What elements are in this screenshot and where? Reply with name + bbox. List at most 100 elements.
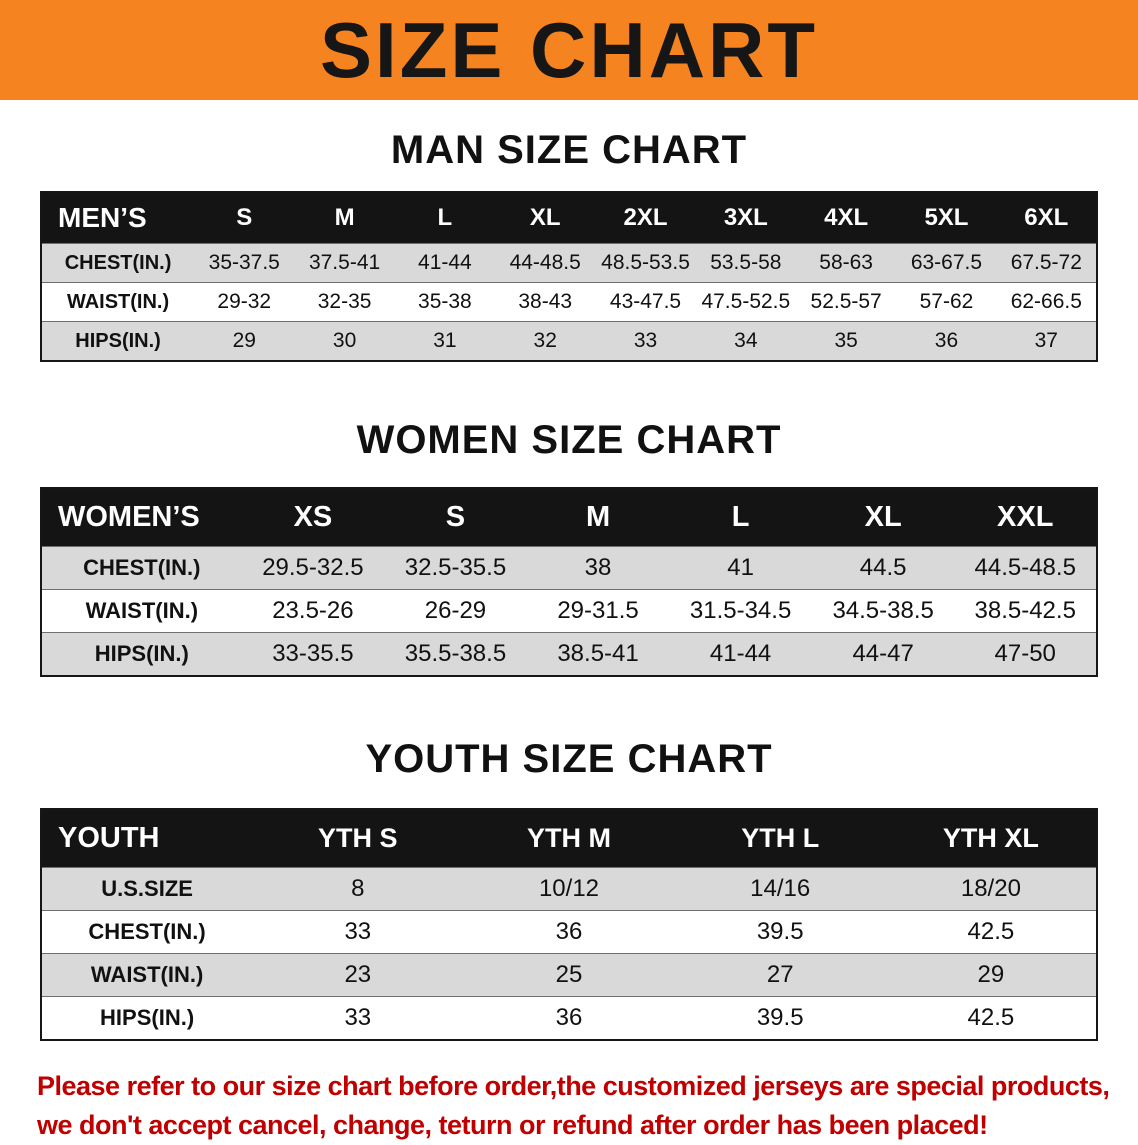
data-cell: 42.5 [967, 918, 1015, 945]
column-header: M [585, 501, 611, 533]
data-cell: 41 [727, 554, 754, 581]
data-cell: 52.5-57 [810, 290, 882, 313]
data-cell: 33 [344, 918, 372, 945]
youth-section-heading: YOUTH SIZE CHART [365, 737, 773, 781]
data-cell: 43-47.5 [609, 290, 682, 313]
note-line-1: Please refer to our size chart before or… [37, 1071, 1110, 1101]
table-row: WAIST(IN.) 29-32 32-35 35-38 38-43 43-47… [41, 282, 1097, 322]
table-row: HIPS(IN.) 33-35.5 35.5-38.5 38.5-41 41-4… [41, 632, 1097, 676]
column-header: YTH L [741, 823, 820, 853]
data-cell: 37 [1034, 329, 1058, 352]
data-cell: 33-35.5 [272, 640, 354, 667]
data-cell: 23 [344, 961, 372, 988]
data-cell: 29 [232, 329, 256, 352]
note-line-2: we don't accept cancel, change, teturn o… [37, 1110, 988, 1141]
column-header: XL [864, 501, 902, 533]
table-row: CHEST(IN.) 29.5-32.5 32.5-35.5 38 41 44.… [41, 546, 1097, 590]
column-header: YTH S [318, 823, 398, 853]
data-cell: 58-63 [819, 251, 873, 274]
size-chart-banner: SIZE CHART [0, 0, 1138, 100]
data-cell: 33 [633, 329, 658, 352]
data-cell: 67.5-72 [1010, 251, 1082, 274]
youth-size-table: YOUTH YTH S YTH M YTH L YTH XL U.S.SIZE … [40, 808, 1098, 1041]
data-cell: 39.5 [756, 1004, 804, 1031]
data-cell: 29 [977, 961, 1005, 988]
data-cell: 34 [734, 329, 758, 352]
data-cell: 29.5-32.5 [262, 554, 364, 581]
men-size-table: MEN’S S M L XL 2XL 3XL 4XL 5XL 6XL CHEST… [40, 191, 1098, 362]
table-row: U.S.SIZE 8 10/12 14/16 18/20 [41, 867, 1097, 911]
table-corner-label: YOUTH [58, 822, 160, 854]
table-corner-label: WOMEN’S [58, 501, 200, 533]
column-header: L [731, 501, 750, 533]
data-cell: 26-29 [424, 597, 487, 624]
column-header: XXL [997, 501, 1054, 533]
data-cell: 29-31.5 [557, 597, 639, 624]
youth-table-header-row: YOUTH YTH S YTH M YTH L YTH XL [41, 809, 1097, 868]
data-cell: 42.5 [967, 1004, 1015, 1031]
data-cell: 18/20 [960, 875, 1021, 902]
data-cell: 53.5-58 [710, 251, 782, 274]
data-cell: 27 [766, 961, 794, 988]
data-cell: 30 [332, 329, 357, 352]
data-cell: 38-43 [518, 290, 573, 313]
column-header: YTH XL [942, 823, 1039, 853]
data-cell: 8 [351, 875, 365, 902]
order-policy-note: Please refer to our size chart before or… [35, 1067, 1110, 1145]
data-cell: 48.5-53.5 [601, 251, 690, 274]
data-cell: 32 [533, 329, 557, 352]
women-size-table: WOMEN’S XS S M L XL XXL CHEST(IN.) 29.5-… [40, 487, 1098, 677]
column-header: 2XL [623, 204, 668, 231]
row-label: HIPS(IN.) [100, 1005, 195, 1030]
banner-title: SIZE CHART [320, 6, 818, 94]
data-cell: 25 [555, 961, 583, 988]
data-cell: 62-66.5 [1010, 290, 1082, 313]
column-header: S [236, 204, 253, 231]
data-cell: 44-48.5 [509, 251, 581, 274]
data-cell: 41-44 [709, 640, 772, 667]
data-cell: 29-32 [217, 290, 272, 313]
data-cell: 23.5-26 [272, 597, 354, 624]
data-cell: 47-50 [994, 640, 1056, 667]
table-row: WAIST(IN.) 23.5-26 26-29 29-31.5 31.5-34… [41, 589, 1097, 633]
data-cell: 32.5-35.5 [404, 554, 507, 581]
data-cell: 47.5-52.5 [701, 290, 791, 313]
data-cell: 38 [584, 554, 612, 581]
table-row: WAIST(IN.) 23 25 27 29 [41, 953, 1097, 997]
data-cell: 57-62 [919, 290, 974, 313]
data-cell: 41-44 [418, 251, 472, 274]
data-cell: 44.5 [859, 554, 907, 581]
data-cell: 36 [555, 1004, 583, 1031]
column-header: 5XL [924, 204, 969, 231]
column-header: M [334, 204, 355, 231]
column-header: YTH M [526, 823, 611, 853]
table-row: CHEST(IN.) 33 36 39.5 42.5 [41, 910, 1097, 954]
column-header: S [445, 501, 466, 533]
data-cell: 35.5-38.5 [404, 640, 507, 667]
column-header: 6XL [1024, 204, 1069, 231]
data-cell: 44-47 [852, 640, 914, 667]
row-label: WAIST(IN.) [85, 598, 199, 623]
women-table-header-row: WOMEN’S XS S M L XL XXL [41, 488, 1097, 547]
column-header: XS [293, 501, 333, 533]
data-cell: 10/12 [538, 875, 600, 902]
data-cell: 35-38 [418, 290, 472, 313]
table-row: HIPS(IN.) 29 30 31 32 33 34 35 36 37 [41, 321, 1097, 361]
row-label: WAIST(IN.) [66, 290, 170, 313]
row-label: HIPS(IN.) [94, 641, 189, 666]
column-header: 4XL [824, 204, 869, 231]
data-cell: 37.5-41 [308, 251, 381, 274]
data-cell: 33 [344, 1004, 372, 1031]
data-cell: 39.5 [756, 918, 804, 945]
data-cell: 35-37.5 [208, 251, 280, 274]
row-label: HIPS(IN.) [75, 329, 161, 352]
data-cell: 44.5-48.5 [974, 554, 1076, 581]
data-cell: 34.5-38.5 [832, 597, 934, 624]
women-section-heading: WOMEN SIZE CHART [356, 418, 782, 462]
row-label: U.S.SIZE [101, 876, 193, 901]
data-cell: 63-67.5 [910, 251, 983, 274]
data-cell: 31 [433, 329, 457, 352]
data-cell: 32-35 [317, 290, 372, 313]
men-table-header-row: MEN’S S M L XL 2XL 3XL 4XL 5XL 6XL [41, 192, 1097, 244]
data-cell: 31.5-34.5 [689, 597, 792, 624]
